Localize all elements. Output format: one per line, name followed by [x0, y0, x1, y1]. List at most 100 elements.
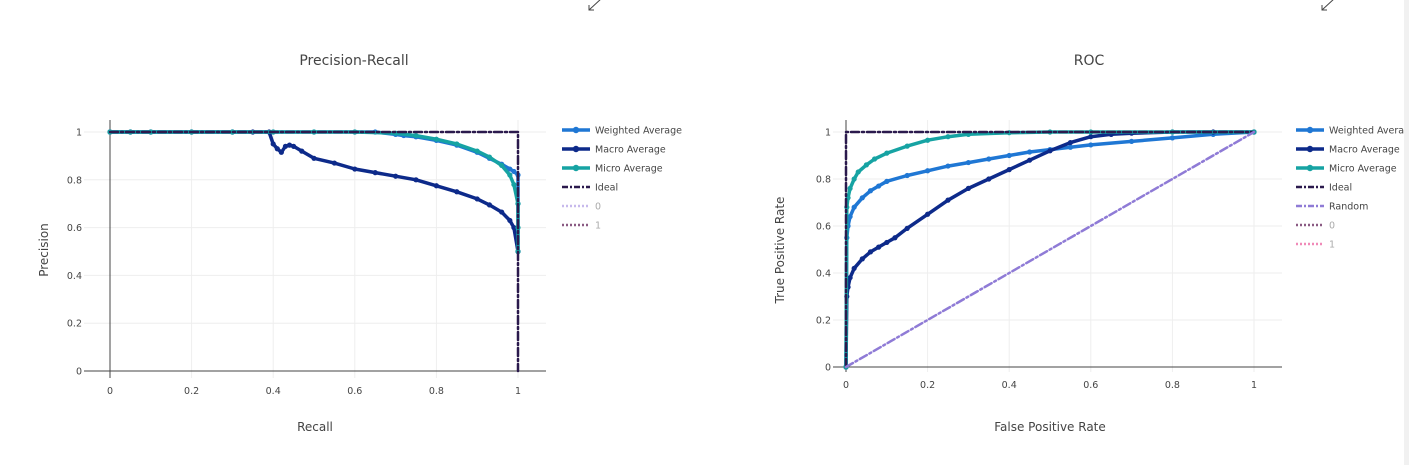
data-point — [1088, 134, 1094, 140]
y-tick-label: 0.6 — [816, 222, 831, 233]
data-point — [892, 235, 898, 241]
data-point — [986, 176, 992, 182]
legend-item-macro-average[interactable]: Macro Average — [562, 145, 666, 156]
expand-icon[interactable] — [588, 0, 602, 11]
legend-item-1[interactable]: 1 — [562, 221, 601, 232]
data-point — [474, 196, 480, 202]
legend-marker — [572, 164, 580, 172]
legend-label: Macro Average — [1329, 145, 1400, 156]
data-point — [859, 256, 865, 262]
legend-item-micro-average[interactable]: Micro Average — [562, 164, 663, 175]
legend-marker — [1306, 126, 1314, 134]
data-point — [904, 172, 910, 179]
data-point — [454, 189, 460, 195]
data-point — [925, 168, 931, 174]
data-point — [511, 225, 517, 231]
data-point — [1027, 157, 1033, 163]
data-point — [1006, 167, 1012, 173]
x-tick-label: 0.2 — [920, 380, 935, 391]
y-axis-label: True Positive Rate — [773, 197, 787, 305]
y-tick-label: 1 — [76, 128, 82, 139]
y-tick-label: 0.2 — [67, 319, 82, 330]
x-tick-label: 0 — [843, 380, 849, 391]
y-axis-label: Precision — [37, 223, 51, 277]
series-line-ideal — [844, 130, 1256, 369]
chart-title: ROC — [1074, 53, 1105, 69]
x-tick-label: 0.8 — [1165, 380, 1180, 391]
data-point — [851, 265, 857, 271]
data-point — [904, 143, 910, 149]
data-point — [904, 225, 910, 231]
x-tick-label: 0.2 — [184, 386, 199, 397]
data-point — [925, 137, 931, 143]
legend-label: Random — [1329, 202, 1368, 213]
data-point — [413, 132, 419, 139]
data-point — [871, 156, 878, 162]
page-scrollbar[interactable] — [1404, 0, 1409, 465]
data-point — [965, 159, 972, 166]
y-tick-label: 0.8 — [67, 175, 82, 186]
data-point — [372, 170, 378, 176]
legend-marker — [572, 126, 580, 134]
data-point — [884, 150, 890, 156]
data-point — [499, 162, 505, 169]
data-point — [847, 185, 853, 191]
x-axis-label: Recall — [297, 420, 333, 434]
series-line-ideal — [108, 130, 520, 373]
y-tick-label: 0.2 — [816, 316, 831, 327]
legend-label: Macro Average — [595, 145, 666, 156]
data-point — [499, 209, 505, 215]
data-point — [291, 143, 297, 149]
legend-item-macro-average[interactable]: Macro Average — [1296, 145, 1400, 156]
data-point — [433, 136, 439, 142]
data-point — [282, 143, 289, 149]
legend-label: Micro Average — [595, 164, 663, 175]
y-tick-label: 1 — [825, 128, 831, 139]
data-point — [859, 195, 865, 201]
expand-icon[interactable] — [1321, 0, 1335, 11]
data-point — [331, 160, 337, 166]
roc-chart: 0 0.2 0.4 0.6 0.8 1 0 0.2 0.4 0.6 0.8 1 ROC False Pos… — [773, 53, 1409, 434]
x-tick-label: 1 — [1251, 380, 1257, 391]
legend-item-0[interactable]: 0 — [1296, 221, 1335, 232]
legend-item-ideal[interactable]: Ideal — [562, 183, 618, 194]
data-point — [867, 188, 874, 194]
data-point — [274, 146, 280, 152]
x-tick-label: 0 — [107, 386, 113, 397]
data-point — [851, 176, 857, 182]
data-point — [454, 141, 460, 147]
data-point — [486, 154, 493, 160]
data-point — [876, 183, 882, 189]
x-tick-label: 0.4 — [266, 386, 281, 397]
y-tick-label: 0.6 — [67, 223, 82, 234]
data-point — [965, 185, 972, 191]
legend-marker — [572, 145, 580, 153]
data-point — [1067, 144, 1073, 150]
data-point — [393, 173, 399, 179]
data-point — [847, 214, 853, 220]
data-point — [278, 149, 284, 155]
data-point — [945, 197, 951, 203]
legend-item-0[interactable]: 0 — [562, 202, 601, 213]
precision-recall-chart: 0 0.2 0.4 0.6 0.8 1 0 0.2 0.4 0.6 0.8 1 Precision-Re… — [37, 53, 682, 434]
data-point — [945, 134, 951, 140]
data-point — [1129, 138, 1135, 144]
legend-item-micro-average[interactable]: Micro Average — [1296, 164, 1397, 175]
data-point — [945, 163, 951, 169]
y-tick-label: 0 — [825, 363, 831, 374]
legend-item-random[interactable]: Random — [1296, 202, 1368, 213]
data-point — [311, 155, 317, 161]
legend-item-1[interactable]: 1 — [1296, 240, 1335, 251]
legend-item-ideal[interactable]: Ideal — [1296, 183, 1352, 194]
series-line-random — [844, 130, 1256, 369]
data-point — [1169, 135, 1175, 141]
data-point — [884, 178, 890, 184]
legend-label: Weighted Average — [595, 126, 682, 137]
data-point — [474, 148, 480, 154]
x-tick-label: 1 — [515, 386, 521, 397]
x-tick-label: 0.6 — [1083, 380, 1098, 391]
legend-item-weighted-average[interactable]: Weighted Average — [562, 126, 682, 137]
x-tick-label: 0.8 — [429, 386, 444, 397]
legend-item-weighted-average[interactable]: Weighted Average — [1296, 126, 1409, 137]
